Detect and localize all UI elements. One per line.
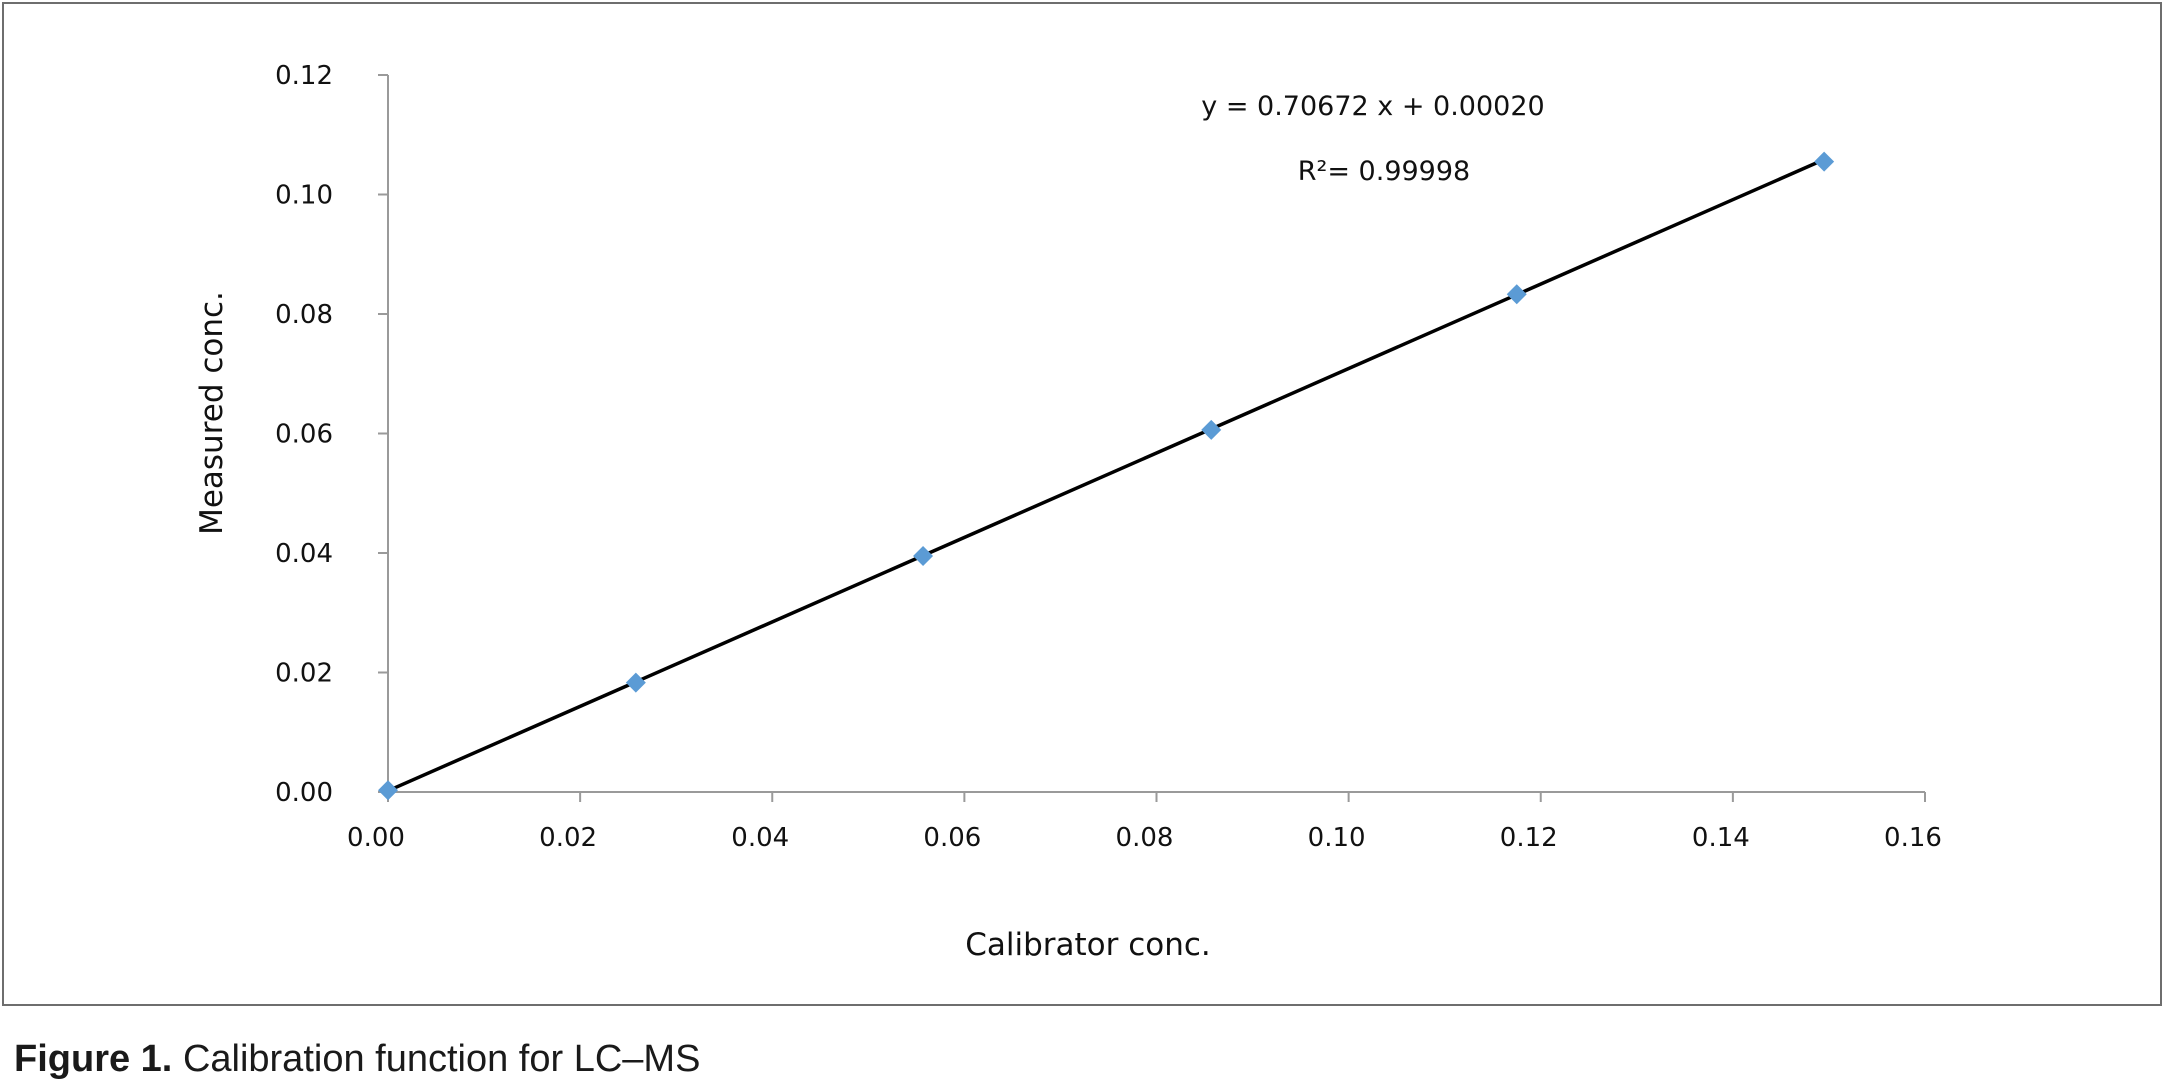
y-axis-title: Measured conc. (194, 291, 230, 535)
x-tick-label: 0.04 (731, 823, 789, 853)
data-point-marker (625, 672, 646, 693)
x-tick-label: 0.02 (539, 823, 597, 853)
data-point-marker (913, 545, 934, 566)
x-tick-label: 0.08 (1116, 823, 1174, 853)
figure-label: Figure 1. (14, 1038, 173, 1080)
equation-annotation: y = 0.70672 x + 0.00020 (1201, 91, 1544, 122)
trendline (387, 157, 1825, 793)
x-tick-label: 0.12 (1500, 823, 1558, 853)
y-tick-label: 0.06 (275, 420, 333, 450)
x-tick-label: 0.00 (347, 823, 405, 853)
x-tick-label: 0.16 (1884, 823, 1942, 853)
y-tick-label: 0.10 (275, 181, 333, 211)
y-tick-label: 0.02 (275, 659, 333, 689)
calibration-chart: 0.00 0.02 0.04 0.06 0.08 0.10 0.12 0.00 0.02 0.04… (194, 61, 1942, 963)
data-point-marker (1814, 151, 1835, 172)
figure-caption-text: Calibration function for LC–MS (182, 1038, 701, 1080)
x-tick-label: 0.10 (1308, 823, 1366, 853)
y-tick-label: 0.12 (275, 61, 333, 91)
tick-labels: 0.00 0.02 0.04 0.06 0.08 0.10 0.12 0.00 0.02 0.04… (275, 61, 1942, 853)
data-point-marker (1201, 419, 1222, 440)
y-tick-label: 0.04 (275, 539, 333, 569)
x-tick-label: 0.14 (1692, 823, 1750, 853)
y-tick-label: 0.00 (275, 778, 333, 808)
figure-caption: Figure 1. Calibration function for LC–MS (14, 1038, 700, 1081)
data-point-marker (1506, 284, 1527, 305)
trendline-layer (387, 157, 1825, 793)
y-tick-label: 0.08 (275, 300, 333, 330)
data-point-marker (378, 780, 398, 801)
x-tick-label: 0.06 (923, 823, 981, 853)
r-squared-annotation: R²= 0.99998 (1298, 156, 1470, 187)
data-points (378, 151, 1835, 801)
x-axis-title: Calibrator conc. (965, 927, 1211, 963)
